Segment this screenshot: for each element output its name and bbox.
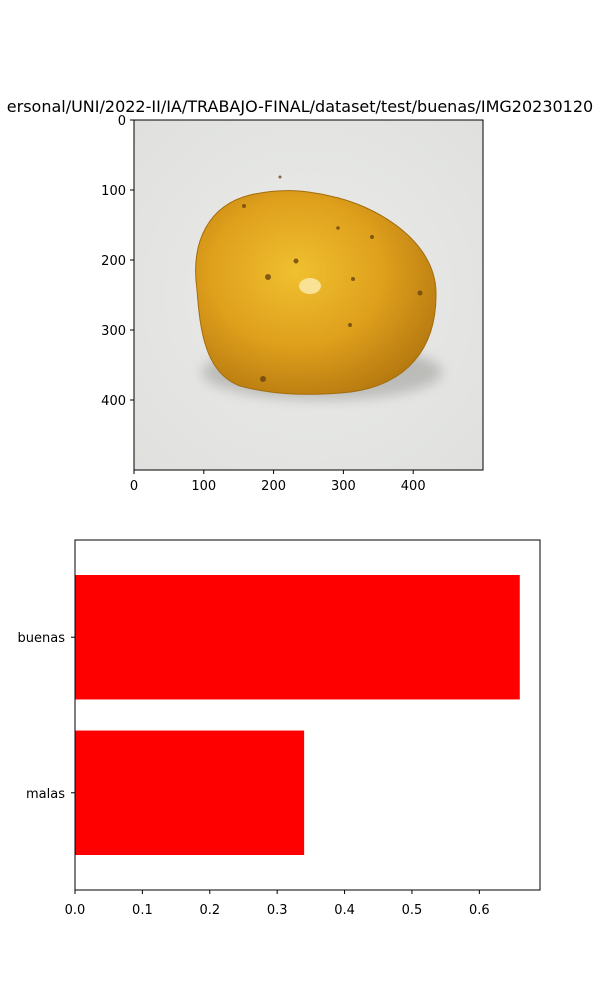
image-y-tick-label: 200 <box>101 254 126 269</box>
bar-x-tick-label: 0.5 <box>402 903 423 918</box>
bar-y-axis: buenas malas <box>18 631 75 802</box>
image-x-tick-label: 100 <box>191 479 216 494</box>
image-x-axis: 0 100 200 300 400 <box>130 470 426 494</box>
image-y-tick-label: 100 <box>101 184 126 199</box>
bar-x-tick-label: 0.1 <box>132 903 153 918</box>
bar-buenas <box>75 575 520 700</box>
bar-axes-frame <box>74 539 541 891</box>
fruit-spots <box>242 175 423 382</box>
photo <box>134 120 483 470</box>
bar-series <box>75 575 520 855</box>
image-y-tick-label: 0 <box>118 114 126 129</box>
image-title: ersonal/UNI/2022-II/IA/TRABAJO-FINAL/dat… <box>7 97 593 116</box>
image-axes-frame <box>133 119 484 471</box>
image-y-axis: 0 100 200 300 400 <box>101 114 134 409</box>
bar-x-tick-label: 0.2 <box>199 903 220 918</box>
bar-x-tick-label: 0.6 <box>469 903 490 918</box>
bar-malas <box>75 730 305 855</box>
image-x-tick-label: 400 <box>401 479 426 494</box>
bar-category-label: buenas <box>18 631 66 646</box>
bar-x-tick-label: 0.3 <box>267 903 288 918</box>
fruit-highlight <box>299 278 321 294</box>
bar-x-axis: 0.0 0.1 0.2 0.3 0.4 0.5 0.6 <box>65 890 490 918</box>
bar-x-tick-label: 0.4 <box>334 903 355 918</box>
bar-category-label: malas <box>26 787 65 802</box>
image-y-tick-label: 300 <box>101 324 126 339</box>
bar-x-tick-label: 0.0 <box>65 903 86 918</box>
image-x-tick-label: 300 <box>331 479 356 494</box>
image-x-tick-label: 200 <box>261 479 286 494</box>
image-x-tick-label: 0 <box>130 479 138 494</box>
image-y-tick-label: 400 <box>101 394 126 409</box>
